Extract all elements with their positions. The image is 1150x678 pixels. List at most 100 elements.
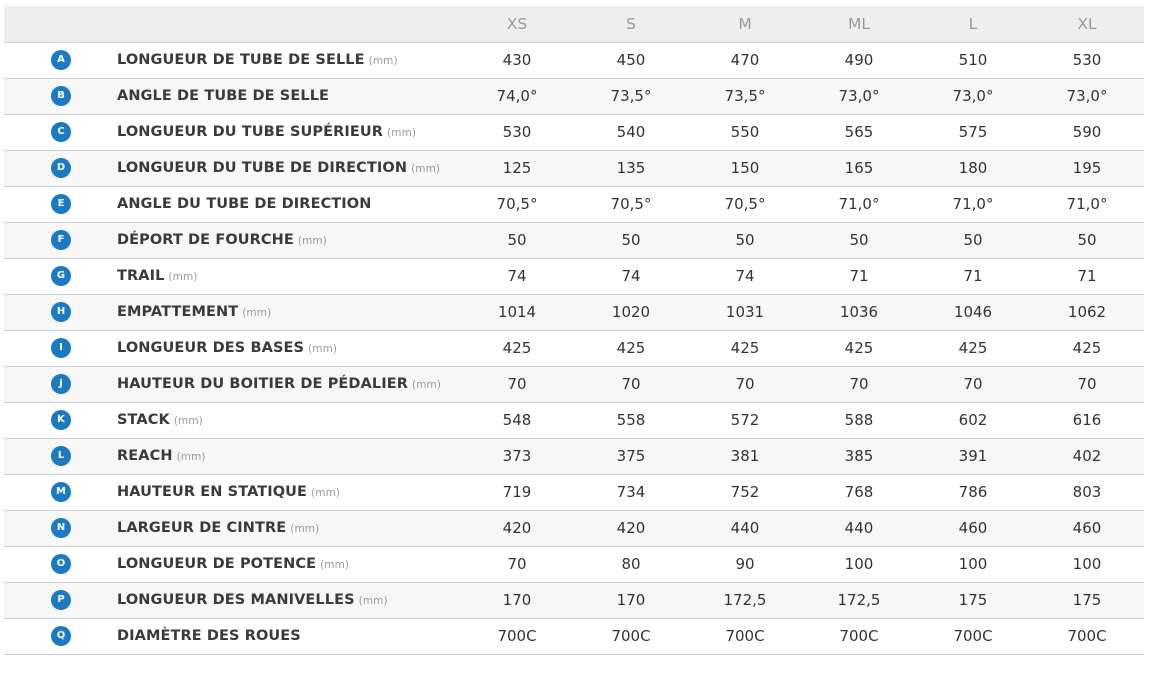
size-value-cell: 1020 bbox=[611, 303, 651, 321]
measure-unit: (mm) bbox=[242, 307, 272, 319]
table-row: C LONGUEUR DU TUBE SUPÉRIEUR (mm) 530 540 550… bbox=[4, 114, 1144, 150]
size-value-cell: 420 bbox=[616, 519, 646, 537]
size-value-cell: 540 bbox=[616, 123, 646, 141]
size-value-cell: 373 bbox=[502, 447, 532, 465]
table-row: K STACK (mm) 548 558 572 588 602 616 bbox=[4, 402, 1144, 438]
size-value-cell: 71 bbox=[963, 267, 983, 285]
size-value-cell: 602 bbox=[958, 411, 988, 429]
size-value-cell: 616 bbox=[1072, 411, 1102, 429]
size-value-cell: 803 bbox=[1072, 483, 1102, 501]
size-value-cell: 70 bbox=[621, 375, 641, 393]
table-row: H EMPATTEMENT (mm) 1014 1020 1031 1036 1046 1062 bbox=[4, 294, 1144, 330]
measure-letter-badge: O bbox=[51, 554, 71, 575]
size-value-cell: 460 bbox=[1072, 519, 1102, 537]
size-value-cell: 170 bbox=[502, 591, 532, 609]
table-row: F DÉPORT DE FOURCHE (mm) 50 50 50 50 50 50 bbox=[4, 222, 1144, 258]
size-value-cell: 172,5 bbox=[837, 591, 881, 609]
table-row: L REACH (mm) 373 375 381 385 391 402 bbox=[4, 438, 1144, 474]
measure-unit: (mm) bbox=[311, 487, 341, 499]
measure-letter-badge: H bbox=[51, 302, 71, 323]
measure-unit: (mm) bbox=[412, 379, 442, 391]
measure-unit: (mm) bbox=[297, 235, 327, 247]
badge-cell: B bbox=[4, 78, 117, 114]
measure-label-cell: STACK (mm) bbox=[117, 402, 460, 438]
table-row: D LONGUEUR DU TUBE DE DIRECTION (mm) 125 135… bbox=[4, 150, 1144, 186]
measure-unit: (mm) bbox=[168, 271, 198, 283]
size-value-cell: 430 bbox=[502, 51, 532, 69]
table-row: B ANGLE DE TUBE DE SELLE 74,0° 73,5° 73,5° 73… bbox=[4, 78, 1144, 114]
measure-label: EMPATTEMENT bbox=[117, 304, 239, 320]
badge-cell: H bbox=[4, 294, 117, 330]
size-value-cell: 175 bbox=[1072, 591, 1102, 609]
measure-letter-badge: N bbox=[51, 518, 71, 539]
badge-cell: A bbox=[4, 42, 117, 78]
measure-letter-badge: P bbox=[51, 590, 71, 611]
size-value-cell: 150 bbox=[730, 159, 760, 177]
measure-label: HAUTEUR EN STATIQUE bbox=[117, 484, 308, 500]
size-value-cell: 71,0° bbox=[952, 195, 994, 213]
size-value-cell: 100 bbox=[1072, 555, 1102, 573]
size-header-l: L bbox=[916, 6, 1030, 43]
size-value-cell: 425 bbox=[844, 339, 874, 357]
size-value-cell: 700C bbox=[497, 627, 537, 645]
size-value-cell: 470 bbox=[730, 51, 760, 69]
measure-label: DIAMÈTRE DES ROUES bbox=[117, 628, 301, 644]
measure-label: LONGUEUR DU TUBE DE DIRECTION bbox=[117, 160, 408, 176]
size-value-cell: 70 bbox=[507, 555, 527, 573]
size-value-cell: 700C bbox=[839, 627, 879, 645]
table-body: A LONGUEUR DE TUBE DE SELLE (mm) 430 450 470 4… bbox=[4, 42, 1144, 654]
badge-cell: G bbox=[4, 258, 117, 294]
size-value-cell: 588 bbox=[844, 411, 874, 429]
size-value-cell: 575 bbox=[958, 123, 988, 141]
measure-label-cell: LONGUEUR DU TUBE SUPÉRIEUR (mm) bbox=[117, 114, 460, 150]
badge-cell: E bbox=[4, 186, 117, 222]
size-value-cell: 440 bbox=[844, 519, 874, 537]
measure-letter-badge: D bbox=[51, 158, 71, 179]
size-value-cell: 700C bbox=[725, 627, 765, 645]
measure-unit: (mm) bbox=[290, 523, 320, 535]
size-value-cell: 71,0° bbox=[838, 195, 880, 213]
size-value-cell: 70 bbox=[963, 375, 983, 393]
measure-label-cell: ANGLE DE TUBE DE SELLE bbox=[117, 78, 460, 114]
size-value-cell: 425 bbox=[958, 339, 988, 357]
size-value-cell: 425 bbox=[1072, 339, 1102, 357]
measure-label: LONGUEUR DU TUBE SUPÉRIEUR bbox=[117, 124, 384, 140]
size-header-xl: XL bbox=[1030, 6, 1144, 43]
size-value-cell: 172,5 bbox=[723, 591, 767, 609]
size-value-cell: 450 bbox=[616, 51, 646, 69]
badge-cell: J bbox=[4, 366, 117, 402]
measure-label: HAUTEUR DU BOITIER DE PÉDALIER bbox=[117, 376, 408, 392]
measure-label-cell: LARGEUR DE CINTRE (mm) bbox=[117, 510, 460, 546]
table-row: A LONGUEUR DE TUBE DE SELLE (mm) 430 450 470 4… bbox=[4, 42, 1144, 78]
measure-label-cell: LONGUEUR DE TUBE DE SELLE (mm) bbox=[117, 42, 460, 78]
size-value-cell: 385 bbox=[844, 447, 874, 465]
size-value-cell: 558 bbox=[616, 411, 646, 429]
size-value-cell: 135 bbox=[616, 159, 646, 177]
measure-letter-badge: Q bbox=[51, 626, 71, 647]
badge-cell: L bbox=[4, 438, 117, 474]
table-row: Q DIAMÈTRE DES ROUES 700C 700C 700C 700C 700C 7… bbox=[4, 618, 1144, 654]
measure-label: ANGLE DE TUBE DE SELLE bbox=[117, 88, 330, 104]
badge-cell: C bbox=[4, 114, 117, 150]
size-value-cell: 71 bbox=[1077, 267, 1097, 285]
measure-label-cell: REACH (mm) bbox=[117, 438, 460, 474]
table-row: P LONGUEUR DES MANIVELLES (mm) 170 170 172,5 1… bbox=[4, 582, 1144, 618]
size-value-cell: 175 bbox=[958, 591, 988, 609]
size-value-cell: 375 bbox=[616, 447, 646, 465]
badge-cell: Q bbox=[4, 618, 117, 654]
size-value-cell: 71 bbox=[849, 267, 869, 285]
measure-letter-badge: B bbox=[51, 86, 71, 107]
measure-label: LONGUEUR DE POTENCE bbox=[117, 556, 317, 572]
measure-label-cell: LONGUEUR DU TUBE DE DIRECTION (mm) bbox=[117, 150, 460, 186]
size-value-cell: 1014 bbox=[497, 303, 537, 321]
size-value-cell: 719 bbox=[502, 483, 532, 501]
size-value-cell: 70 bbox=[849, 375, 869, 393]
table-header: XS S M ML L XL bbox=[4, 6, 1144, 43]
size-value-cell: 73,0° bbox=[952, 87, 994, 105]
geometry-table: XS S M ML L XL A LONGUEUR DE TUBE DE SELL… bbox=[4, 6, 1144, 655]
size-value-cell: 170 bbox=[616, 591, 646, 609]
measure-label-cell: HAUTEUR DU BOITIER DE PÉDALIER (mm) bbox=[117, 366, 460, 402]
size-value-cell: 70 bbox=[735, 375, 755, 393]
size-value-cell: 80 bbox=[621, 555, 641, 573]
size-value-cell: 50 bbox=[963, 231, 983, 249]
